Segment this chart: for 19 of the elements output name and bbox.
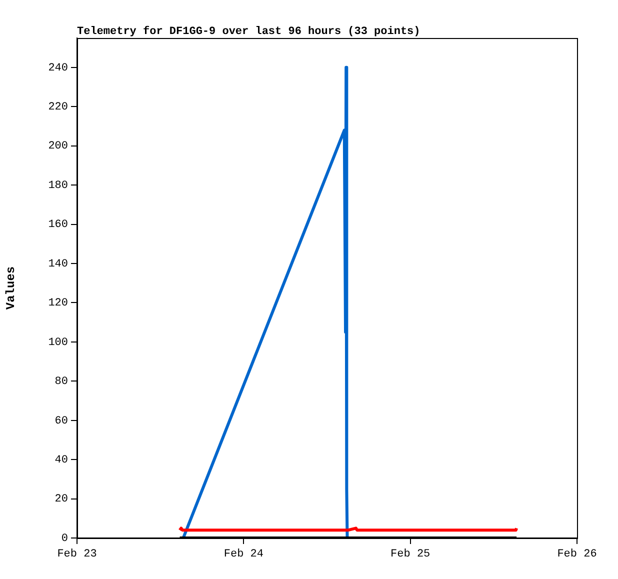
x-tick-label: Feb 23	[57, 548, 97, 561]
y-tick-label: 100	[48, 336, 68, 349]
y-tick-label: 0	[61, 532, 68, 545]
y-tick-label: 140	[48, 258, 68, 270]
y-tick-label: 240	[48, 62, 68, 74]
y-tick-label: 200	[48, 140, 68, 153]
x-tick-label: Feb 24	[224, 548, 264, 561]
y-tick-label: 80	[54, 376, 68, 388]
y-tick-label: 60	[54, 415, 68, 428]
y-axis-title: Values	[4, 266, 18, 310]
y-tick-label: 160	[48, 219, 68, 232]
y-tick-label: 20	[54, 494, 68, 506]
x-tick-label: Feb 26	[557, 548, 597, 561]
y-tick-label: 180	[48, 180, 68, 192]
y-tick-label: 220	[48, 102, 68, 114]
y-tick-label: 40	[54, 454, 68, 466]
x-tick-label: Feb 25	[390, 548, 430, 561]
chart-title: Telemetry for DF1GG-9 over last 96 hours (33 points)	[77, 25, 420, 38]
y-tick-label: 120	[48, 298, 68, 310]
